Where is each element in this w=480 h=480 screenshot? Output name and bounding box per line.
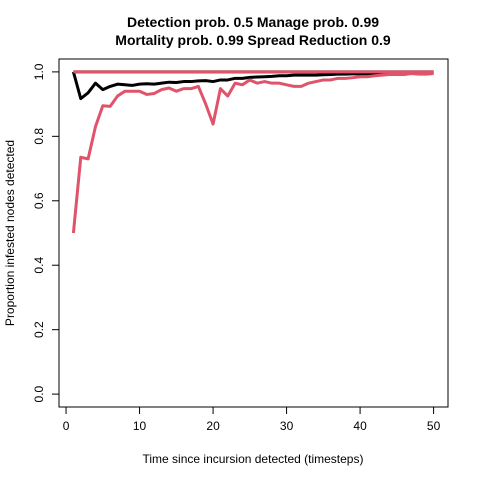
chart-title-line-2: Mortality prob. 0.99 Spread Reduction 0.…: [115, 32, 391, 48]
plot-series-group: [71, 70, 434, 234]
x-tick-label: 50: [427, 419, 441, 433]
y-axis: 0.0 0.2 0.4 0.6 0.8 1.0: [32, 63, 60, 402]
series-line-black: [71, 71, 434, 101]
chart-title-line-1: Detection prob. 0.5 Manage prob. 0.99: [127, 14, 379, 30]
x-tick-label: 20: [206, 419, 220, 433]
y-tick-label: 0.4: [32, 257, 46, 274]
y-tick-label: 0.2: [32, 321, 46, 338]
y-axis-label: Proportion infested nodes detected: [3, 140, 17, 326]
y-tick-label: 0.6: [32, 192, 46, 209]
series-line-red: [71, 72, 434, 234]
y-tick-label: 0.0: [32, 385, 46, 402]
x-tick-label: 0: [63, 419, 70, 433]
y-tick-label: 0.8: [32, 128, 46, 145]
x-tick-label: 10: [133, 419, 147, 433]
x-tick-label: 30: [280, 419, 294, 433]
x-tick-label: 40: [353, 419, 367, 433]
x-axis-label: Time since incursion detected (timesteps…: [143, 452, 364, 466]
y-tick-label: 1.0: [32, 63, 46, 80]
x-axis: 0 10 20 30 40 50: [63, 406, 441, 433]
